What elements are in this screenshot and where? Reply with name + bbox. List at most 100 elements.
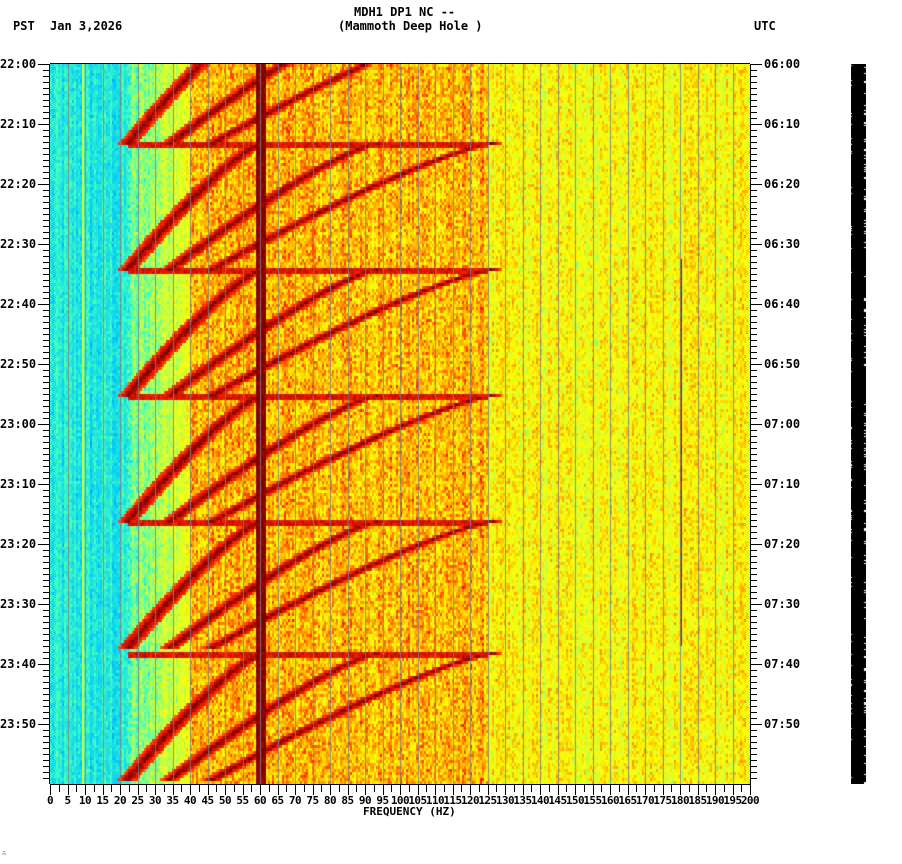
frequency-tick-label: 200	[740, 794, 760, 807]
left-minor-tick	[43, 466, 49, 467]
right-minor-tick	[751, 382, 757, 383]
right-time-label: 07:50	[764, 717, 801, 731]
left-minor-tick	[43, 166, 49, 167]
left-minor-tick	[43, 772, 49, 773]
left-time-label: 23:00	[0, 417, 37, 431]
frequency-minor-tick	[409, 785, 410, 792]
left-minor-tick	[43, 376, 49, 377]
left-minor-tick	[43, 448, 49, 449]
frequency-tick-label: 185	[688, 794, 707, 807]
right-minor-tick	[751, 538, 757, 539]
left-minor-tick	[43, 778, 49, 779]
left-minor-tick	[43, 682, 49, 683]
left-minor-tick	[43, 226, 49, 227]
right-minor-tick	[751, 772, 757, 773]
frequency-minor-tick	[111, 785, 112, 792]
right-minor-tick	[751, 712, 757, 713]
right-minor-tick	[751, 694, 757, 695]
frequency-tick-label: 195	[723, 794, 742, 807]
frequency-minor-tick	[181, 785, 182, 792]
left-minor-tick	[43, 502, 49, 503]
frequency-major-tick	[173, 785, 174, 795]
left-minor-tick	[43, 208, 49, 209]
frequency-major-tick	[505, 785, 506, 795]
left-minor-tick	[43, 160, 49, 161]
left-minor-tick	[43, 130, 49, 131]
frequency-minor-tick	[566, 785, 567, 792]
frequency-tick-label: 40	[183, 794, 197, 807]
left-minor-tick	[38, 364, 49, 365]
frequency-tick-label: 170	[635, 794, 655, 807]
right-minor-tick	[751, 592, 757, 593]
frequency-tick-label: 25	[131, 794, 144, 807]
left-minor-tick	[43, 670, 49, 671]
left-minor-tick	[43, 454, 49, 455]
left-minor-tick	[43, 136, 49, 137]
left-minor-tick	[38, 184, 49, 185]
left-minor-tick	[43, 676, 49, 677]
right-minor-tick	[751, 700, 757, 701]
right-minor-tick	[751, 502, 757, 503]
frequency-major-tick	[645, 785, 646, 795]
left-minor-tick	[43, 562, 49, 563]
right-minor-tick	[751, 430, 757, 431]
frequency-minor-tick	[479, 785, 480, 792]
right-minor-tick	[751, 664, 762, 665]
right-minor-tick	[751, 760, 757, 761]
right-minor-tick	[751, 724, 762, 725]
right-minor-tick	[751, 532, 757, 533]
frequency-tick-label: 95	[376, 794, 389, 807]
frequency-major-tick	[68, 785, 69, 795]
left-minor-tick	[43, 394, 49, 395]
left-minor-tick	[43, 568, 49, 569]
right-minor-tick	[751, 640, 757, 641]
right-minor-tick	[751, 754, 757, 755]
left-minor-tick	[43, 334, 49, 335]
frequency-minor-tick	[671, 785, 672, 792]
frequency-tick-label: 90	[358, 794, 372, 807]
frequency-minor-tick	[146, 785, 147, 792]
right-minor-tick	[751, 274, 757, 275]
left-minor-tick	[43, 430, 49, 431]
left-minor-tick	[38, 64, 49, 65]
frequency-minor-tick	[59, 785, 60, 792]
frequency-minor-tick	[584, 785, 585, 792]
left-minor-tick	[43, 646, 49, 647]
right-minor-tick	[751, 136, 757, 137]
left-minor-tick	[43, 238, 49, 239]
right-minor-tick	[751, 688, 757, 689]
right-minor-tick	[751, 376, 757, 377]
right-minor-tick	[751, 322, 757, 323]
frequency-major-tick	[540, 785, 541, 795]
right-minor-tick	[751, 202, 757, 203]
right-minor-tick	[751, 334, 757, 335]
left-minor-tick	[43, 658, 49, 659]
right-minor-tick	[751, 178, 757, 179]
frequency-major-tick	[243, 785, 244, 795]
right-minor-tick	[751, 310, 757, 311]
right-time-label: 07:20	[764, 537, 801, 551]
right-minor-tick	[751, 232, 757, 233]
right-time-label: 06:20	[764, 177, 801, 191]
frequency-major-tick	[190, 785, 191, 795]
frequency-minor-tick	[724, 785, 725, 792]
right-minor-tick	[751, 358, 757, 359]
right-minor-tick	[751, 394, 757, 395]
left-minor-tick	[43, 550, 49, 551]
left-minor-tick	[43, 592, 49, 593]
right-minor-tick	[751, 262, 757, 263]
right-minor-tick	[751, 460, 757, 461]
right-minor-tick	[751, 70, 757, 71]
left-minor-tick	[43, 268, 49, 269]
spectrogram-plot	[50, 64, 750, 784]
frequency-minor-tick	[199, 785, 200, 792]
left-time-label: 22:00	[0, 57, 37, 71]
right-minor-tick	[751, 568, 757, 569]
right-minor-tick	[751, 472, 757, 473]
frequency-major-tick	[733, 785, 734, 795]
right-minor-tick	[751, 292, 757, 293]
right-minor-tick	[751, 490, 757, 491]
frequency-minor-tick	[76, 785, 77, 792]
frequency-major-tick	[523, 785, 524, 795]
frequency-major-tick	[225, 785, 226, 795]
